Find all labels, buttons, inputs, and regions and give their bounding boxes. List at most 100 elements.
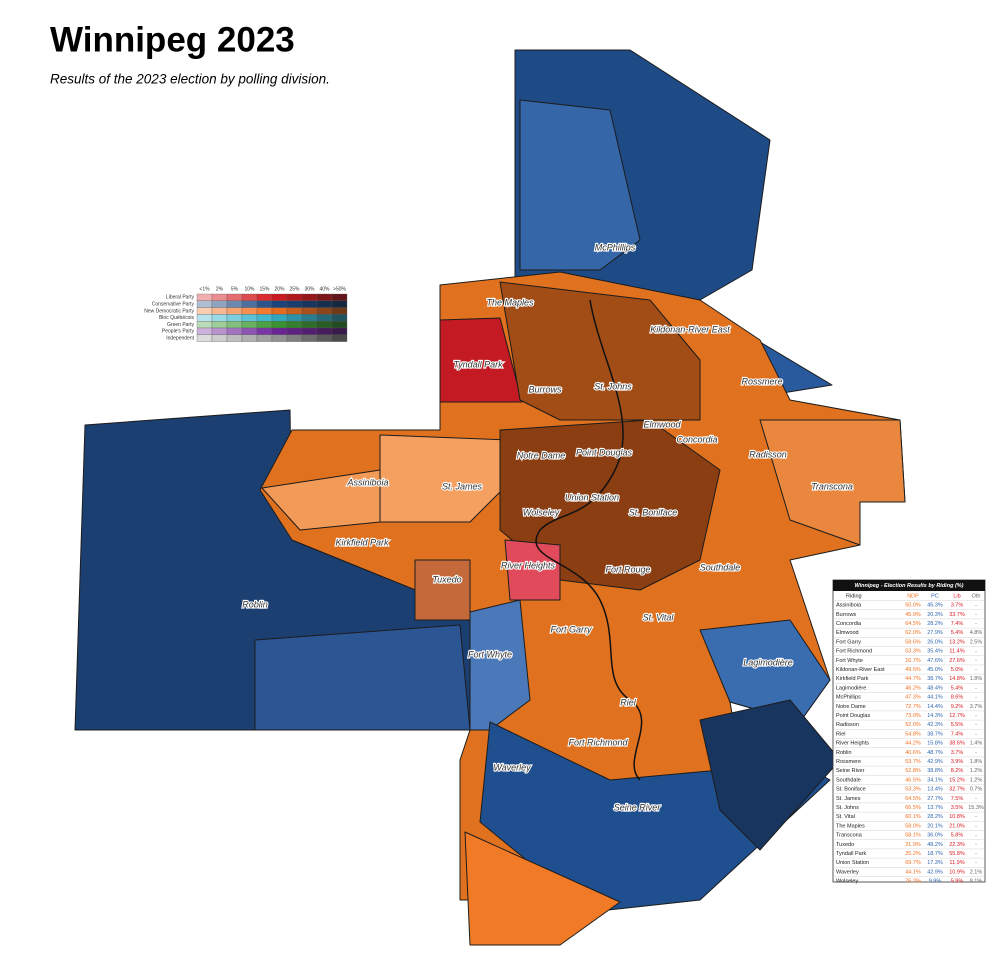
table-cell: Radisson (836, 722, 859, 728)
legend-swatch (256, 321, 273, 329)
riding-label: Concordia (676, 434, 717, 444)
legend-step-label: 15% (259, 286, 270, 292)
table-cell: 17.3% (927, 860, 943, 866)
legend-swatch (241, 293, 258, 301)
region-fort-whyte (469, 599, 531, 731)
table-cell: - (975, 667, 977, 673)
region-lagimodiere (699, 619, 831, 723)
riding-label: Southdale (700, 562, 741, 572)
riding-label: St. Boniface (629, 507, 678, 517)
legend-swatch (196, 314, 213, 322)
table-column-header: Oth (972, 593, 981, 599)
legend-swatch (331, 314, 348, 322)
table-cell: 10.9% (949, 869, 965, 875)
table-cell: St. Vital (836, 814, 855, 820)
region-southeast (699, 699, 841, 851)
legend-swatch (331, 334, 348, 342)
table-cell: - (975, 796, 977, 802)
riding-label: Seine River (614, 802, 662, 812)
table-cell: 38.6% (949, 741, 965, 747)
legend-swatch (286, 334, 303, 342)
table-cell: Seine River (836, 768, 865, 774)
legend: <1% 2% 5% 10% 15% 20% 25% 30% 40% >50% Liberal Par… (144, 286, 348, 342)
legend-swatch (256, 307, 273, 315)
table-cell: 44.1% (905, 869, 921, 875)
table-column-header: Lib (953, 593, 960, 599)
table-cell: 22.3% (949, 842, 965, 848)
table-cell: 3.9% (951, 759, 964, 765)
riding-label: Lagimodière (743, 657, 793, 667)
legend-swatch (271, 327, 288, 335)
table-cell: 47.3% (905, 695, 921, 701)
legend-swatch (226, 334, 243, 342)
table-cell: 14.4% (927, 704, 943, 710)
table-cell: 8.2% (951, 768, 964, 774)
legend-swatch (256, 300, 273, 308)
legend-swatch (211, 327, 228, 335)
table-cell: - (975, 814, 977, 820)
legend-swatch (196, 327, 213, 335)
table-cell: 32.7% (949, 787, 965, 793)
table-cell: 8.1% (970, 879, 983, 885)
legend-step-label: 5% (231, 286, 239, 292)
riding-label: Kirkfield Park (335, 537, 389, 547)
legend-swatch (316, 300, 333, 308)
legend-swatch (301, 334, 318, 342)
region-north-light (519, 99, 641, 271)
table-cell: 5.5% (951, 722, 964, 728)
riding-label: The Maples (486, 297, 534, 307)
table-cell: 0.7% (970, 787, 983, 793)
table-column-header: NDP (907, 593, 919, 599)
table-cell: 33.7% (949, 612, 965, 618)
table-cell: 62.0% (905, 630, 921, 636)
table-cell: - (975, 722, 977, 728)
table-cell: Fort Richmond (836, 649, 872, 655)
legend-swatch (316, 327, 333, 335)
table-cell: 38.7% (927, 731, 943, 737)
table-cell: St. James (836, 796, 861, 802)
table-cell: 49.5% (905, 667, 921, 673)
table-cell: Assiniboia (836, 603, 862, 609)
table-cell: 40.6% (905, 750, 921, 756)
table-cell: - (975, 658, 977, 664)
table-cell: 1.8% (970, 759, 983, 765)
legend-swatch (241, 327, 258, 335)
table-cell: The Maples (836, 823, 865, 829)
table-cell: - (975, 750, 977, 756)
table-cell: 7.5% (951, 796, 964, 802)
region-tyndall (439, 317, 523, 403)
table-cell: Kirkfield Park (836, 676, 869, 682)
map (74, 49, 906, 946)
table-cell: 64.5% (905, 796, 921, 802)
riding-label: Riel (620, 697, 637, 707)
results-table: Winnipeg - Election Results by Riding (%… (832, 579, 986, 885)
table-column-header: Riding (846, 593, 862, 599)
table-cell: - (975, 649, 977, 655)
table-cell: 13.4% (927, 787, 943, 793)
legend-swatch (271, 300, 288, 308)
legend-swatch (196, 321, 213, 329)
legend-swatch (241, 300, 258, 308)
legend-swatch (211, 334, 228, 342)
riding-labels: McPhillips The Maples Tyndall Park Kildonan… (241, 241, 854, 813)
table-title: Winnipeg - Election Results by Riding (%… (854, 583, 963, 589)
legend-swatch (211, 293, 228, 301)
legend-party-label: People's Party (162, 329, 195, 335)
region-assiniboia (261, 469, 381, 531)
riding-label: Tuxedo (432, 574, 461, 584)
title: Winnipeg 2023 (50, 20, 295, 59)
table-cell: 53.3% (905, 787, 921, 793)
legend-swatch (241, 314, 258, 322)
table-cell: 50.0% (905, 603, 921, 609)
table-cell: 45.9% (905, 612, 921, 618)
table-cell: 16.7% (905, 658, 921, 664)
table-cell: 5.0% (951, 667, 964, 673)
table-cell: 27.7% (927, 796, 943, 802)
table-cell: 69.7% (905, 860, 921, 866)
riding-label: St. Vital (643, 612, 675, 622)
table-cell: 38.7% (927, 676, 943, 682)
table-cell: 7.4% (951, 621, 964, 627)
table-cell: Tuxedo (836, 842, 854, 848)
riding-label: Point Douglas (576, 447, 633, 457)
